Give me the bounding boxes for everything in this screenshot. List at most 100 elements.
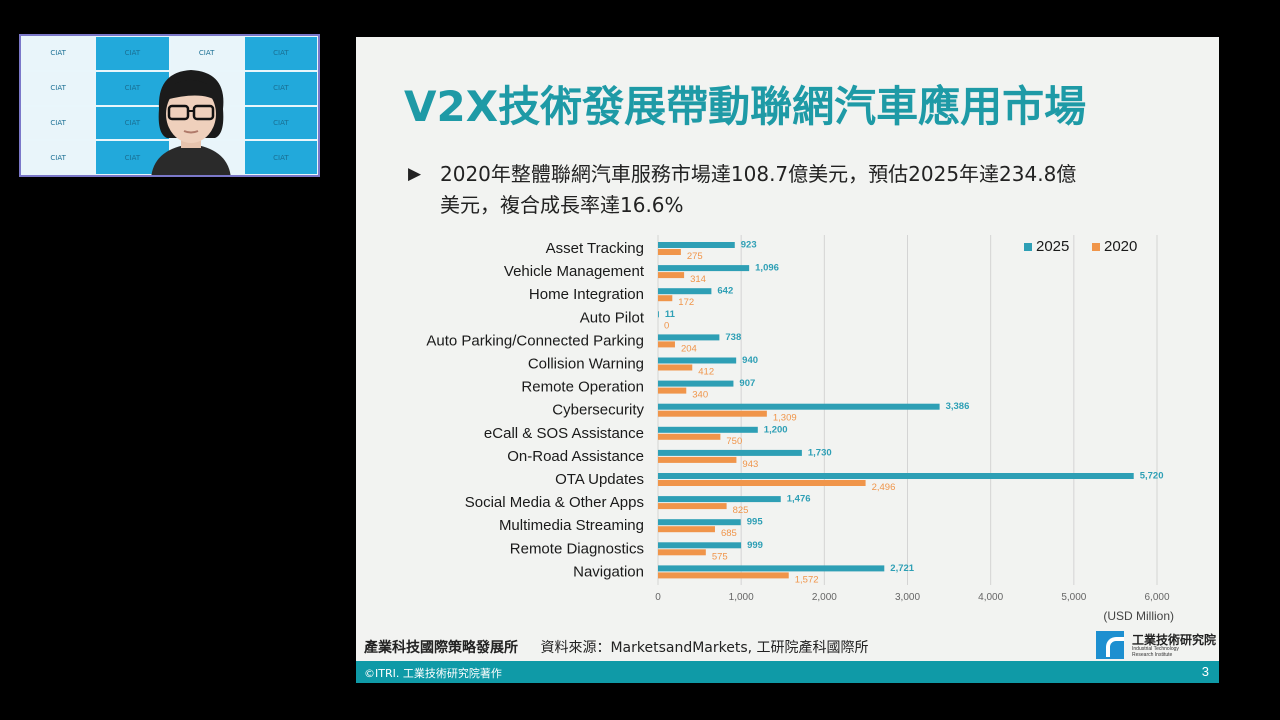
data-label-2020: 340 (692, 390, 708, 401)
bar-2020 (658, 503, 727, 510)
bar-2020 (658, 364, 693, 371)
slide-bottom-bar: ©ITRI. 工業技術研究院著作 3 (356, 661, 1219, 683)
data-label-2025: 999 (747, 540, 763, 551)
itri-logo-icon (1096, 631, 1124, 659)
data-label-2025: 1,096 (755, 263, 779, 274)
bar-2025 (658, 496, 781, 503)
x-tick-label: 0 (655, 592, 661, 603)
logo-english-name: Industrial Technology Research Institute (1132, 646, 1179, 658)
data-label-2020: 1,572 (795, 574, 819, 585)
data-label-2025: 5,720 (1140, 471, 1164, 482)
bar-2020 (658, 572, 789, 579)
bar-2025 (658, 519, 741, 526)
logo-name: 工業技術研究院 (1132, 633, 1217, 647)
x-tick-label: 5,000 (1061, 592, 1086, 603)
category-label: Vehicle Management (504, 263, 645, 280)
bar-2025 (658, 357, 737, 364)
legend-swatch-2020 (1092, 243, 1100, 251)
footer-org: 產業科技國際策略發展所 (364, 640, 518, 656)
bar-2025 (658, 242, 735, 248)
slide-title: V2X技術發展帶動聯網汽車應用市場 (404, 82, 1087, 131)
bullet-text-line-1: 2020年整體聯網汽車服務市場達108.7億美元，預估2025年達234.8億 (440, 162, 1077, 186)
bar-2025 (658, 542, 742, 549)
bar-2025 (658, 426, 758, 433)
category-label: Cybersecurity (552, 402, 644, 419)
data-label-2020: 0 (664, 320, 669, 331)
data-label-2025: 1,476 (787, 494, 811, 505)
data-label-2025: 642 (717, 286, 733, 297)
bar-2025 (658, 265, 750, 272)
data-label-2020: 943 (742, 459, 758, 470)
data-label-2020: 750 (726, 436, 742, 447)
category-label: Remote Diagnostics (510, 540, 644, 557)
slide-footer: 產業科技國際策略發展所 資料來源：MarketsandMarkets, 工研院產… (364, 637, 869, 657)
bar-2025 (658, 380, 734, 387)
copyright-text: ©ITRI. 工業技術研究院著作 (364, 667, 502, 680)
presenter-avatar (151, 70, 231, 175)
category-label: Home Integration (529, 286, 644, 303)
data-label-2025: 995 (747, 517, 764, 528)
bar-2020 (658, 341, 675, 348)
data-label-2020: 172 (678, 297, 694, 308)
bar-2025 (658, 449, 802, 456)
data-label-2020: 685 (721, 528, 737, 539)
x-tick-label: 6,000 (1144, 592, 1169, 603)
bar-2025 (658, 473, 1134, 479)
category-label: Auto Pilot (580, 309, 645, 326)
category-label: Collision Warning (528, 356, 644, 373)
page-number: 3 (1201, 664, 1209, 679)
x-tick-label: 2,000 (812, 592, 837, 603)
bar-2020 (658, 387, 687, 394)
bar-2025 (658, 565, 885, 572)
bar-2025 (658, 288, 712, 295)
category-label: eCall & SOS Assistance (484, 425, 644, 442)
bullet-arrow-icon: ▶ (408, 164, 422, 184)
x-axis-label: (USD Million) (1103, 609, 1174, 623)
legend-label-2020: 2020 (1104, 238, 1137, 255)
bar-2020 (658, 295, 673, 302)
data-label-2020: 1,309 (773, 413, 797, 424)
legend-swatch-2025 (1024, 243, 1032, 251)
webcam-video-tile[interactable]: CIAT CIAT CIAT CIAT CIAT CIAT CIAT CIAT … (19, 34, 320, 177)
category-label: Navigation (573, 563, 644, 580)
x-tick-label: 1,000 (729, 592, 754, 603)
legend-label-2025: 2025 (1036, 238, 1069, 255)
bullet-text-line-2: 美元，複合成長率達16.6% (440, 193, 684, 217)
data-label-2020: 204 (681, 343, 697, 354)
data-label-2025: 907 (739, 378, 755, 389)
itri-logo: 工業技術研究院 Industrial Technology Research In… (1096, 631, 1217, 661)
category-label: OTA Updates (555, 471, 644, 488)
category-label: Social Media & Other Apps (465, 494, 644, 511)
category-label: Multimedia Streaming (499, 517, 644, 534)
bar-2025 (658, 403, 940, 410)
bar-2020 (658, 456, 737, 463)
data-label-2025: 738 (725, 332, 741, 343)
bar-2020 (658, 549, 706, 556)
data-label-2020: 2,496 (872, 482, 896, 493)
data-label-2020: 412 (698, 367, 714, 378)
bar-2020 (658, 433, 721, 440)
data-label-2025: 1,730 (808, 447, 832, 458)
data-label-2020: 314 (690, 274, 706, 285)
category-label: Auto Parking/Connected Parking (426, 332, 644, 349)
data-label-2025: 11 (665, 309, 676, 320)
bar-2020 (658, 480, 866, 486)
bar-2020 (658, 526, 715, 533)
bar-2020 (658, 272, 685, 279)
category-label: On-Road Assistance (507, 448, 644, 465)
market-bar-chart: 0 1,000 2,000 3,000 4,000 5,000 6,000 (USD Mill… (426, 235, 1174, 623)
data-label-2020: 825 (733, 505, 749, 516)
data-label-2025: 2,721 (890, 563, 914, 574)
x-tick-label: 3,000 (895, 592, 920, 603)
bar-2020 (658, 410, 767, 417)
category-label: Asset Tracking (546, 240, 644, 257)
bar-2025 (658, 334, 720, 341)
bar-2020 (658, 249, 681, 255)
data-label-2020: 575 (712, 551, 728, 562)
x-tick-label: 4,000 (978, 592, 1003, 603)
bar-2025 (658, 311, 659, 318)
data-label-2020: 275 (687, 251, 703, 262)
presentation-slide: V2X技術發展帶動聯網汽車應用市場 ▶ 2020年整體聯網汽車服務市場達108.… (356, 37, 1219, 683)
data-label-2025: 1,200 (764, 424, 788, 435)
data-label-2025: 940 (742, 355, 758, 366)
